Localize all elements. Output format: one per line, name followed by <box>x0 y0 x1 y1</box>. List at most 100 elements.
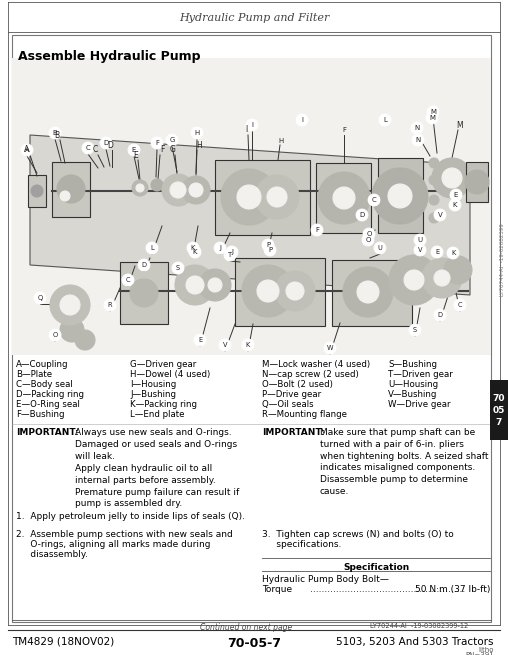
Circle shape <box>172 262 184 274</box>
Text: H: H <box>196 141 202 149</box>
Text: K—Packing ring: K—Packing ring <box>130 400 197 409</box>
Text: Make sure that pump shaft can be
turned with a pair of 6-in. pliers
when tighten: Make sure that pump shaft can be turned … <box>320 428 489 496</box>
Circle shape <box>357 281 379 303</box>
Text: IMPORTANT:: IMPORTANT: <box>16 428 79 437</box>
Circle shape <box>166 134 178 146</box>
Circle shape <box>187 242 199 254</box>
Circle shape <box>450 189 462 201</box>
Text: F: F <box>315 227 319 233</box>
Text: U: U <box>418 237 423 243</box>
Text: 7: 7 <box>496 418 502 427</box>
Circle shape <box>162 174 194 206</box>
Text: V—Bushing: V—Bushing <box>388 390 437 399</box>
Text: G—Driven gear: G—Driven gear <box>130 360 196 369</box>
Circle shape <box>199 269 231 301</box>
Circle shape <box>429 158 439 168</box>
Text: H—Dowel (4 used): H—Dowel (4 used) <box>130 370 210 379</box>
Circle shape <box>356 209 368 221</box>
Circle shape <box>104 299 116 311</box>
Circle shape <box>128 144 140 156</box>
Text: C: C <box>86 145 90 151</box>
Text: I: I <box>245 126 247 134</box>
Text: M: M <box>430 109 436 115</box>
Circle shape <box>362 234 374 246</box>
Text: D: D <box>107 141 113 149</box>
Text: E: E <box>454 192 458 198</box>
Text: M: M <box>429 115 435 121</box>
Circle shape <box>130 279 158 307</box>
Circle shape <box>255 175 299 219</box>
Text: K: K <box>451 250 455 256</box>
Bar <box>28 175 46 207</box>
Text: T—Driven gear: T—Driven gear <box>388 370 453 379</box>
Circle shape <box>412 134 424 146</box>
Circle shape <box>427 106 439 118</box>
Text: C—Body seal: C—Body seal <box>16 380 73 389</box>
Text: F: F <box>160 145 164 155</box>
Text: LY70244-AI  -19-03082399-12: LY70244-AI -19-03082399-12 <box>370 623 468 629</box>
Text: K: K <box>246 342 250 348</box>
Text: F—Bushing: F—Bushing <box>16 410 65 419</box>
Text: V: V <box>418 247 422 253</box>
Text: G: G <box>169 137 175 143</box>
Circle shape <box>208 278 222 292</box>
Text: specifications.: specifications. <box>262 540 341 549</box>
Circle shape <box>444 256 472 284</box>
Text: Hydraulic Pump and Filter: Hydraulic Pump and Filter <box>179 13 329 23</box>
Circle shape <box>379 114 391 126</box>
Circle shape <box>242 265 294 317</box>
Text: W: W <box>327 345 333 351</box>
Circle shape <box>132 180 148 196</box>
Text: E: E <box>134 151 138 160</box>
Text: LY70744-AI  -19-02082399: LY70744-AI -19-02082399 <box>500 223 505 296</box>
Text: Torque: Torque <box>262 585 292 594</box>
Text: F: F <box>342 127 346 133</box>
Circle shape <box>454 299 466 311</box>
Circle shape <box>447 247 459 259</box>
Circle shape <box>286 282 304 300</box>
Circle shape <box>151 137 163 149</box>
Bar <box>12 35 491 622</box>
Text: S—Bushing: S—Bushing <box>388 360 437 369</box>
Circle shape <box>186 276 204 294</box>
Circle shape <box>194 334 206 346</box>
Circle shape <box>57 175 85 203</box>
Circle shape <box>409 324 421 336</box>
Text: A: A <box>24 145 29 155</box>
Text: 50 N·m (37 lb-ft): 50 N·m (37 lb-ft) <box>415 585 490 594</box>
Text: K: K <box>190 245 195 251</box>
Text: D: D <box>142 262 146 268</box>
Circle shape <box>60 191 70 201</box>
Circle shape <box>226 246 238 258</box>
Circle shape <box>224 249 236 261</box>
Text: O—Bolt (2 used): O—Bolt (2 used) <box>262 380 333 389</box>
Text: litho: litho <box>479 647 494 653</box>
Text: Assemble Hydraulic Pump: Assemble Hydraulic Pump <box>18 50 201 63</box>
Text: N: N <box>415 125 420 131</box>
Circle shape <box>60 295 80 315</box>
Text: D: D <box>103 140 109 146</box>
Text: U: U <box>377 245 383 251</box>
Text: R: R <box>108 302 112 308</box>
Text: TM4829 (18NOV02): TM4829 (18NOV02) <box>12 637 114 647</box>
Text: E: E <box>435 249 439 255</box>
Text: Apply clean hydraulic oil to all
internal parts before assembly.
Premature pump : Apply clean hydraulic oil to all interna… <box>75 464 239 508</box>
Circle shape <box>333 187 355 209</box>
Circle shape <box>449 199 461 211</box>
Bar <box>235 258 325 326</box>
Circle shape <box>138 259 150 271</box>
Text: V: V <box>437 212 442 218</box>
Text: P—Drive gear: P—Drive gear <box>262 390 321 399</box>
Text: V: V <box>223 342 227 348</box>
Circle shape <box>368 194 380 206</box>
Circle shape <box>242 339 254 351</box>
Text: J—Bushing: J—Bushing <box>130 390 176 399</box>
Text: E: E <box>198 337 202 343</box>
Bar <box>120 262 168 324</box>
Text: Continued on next page: Continued on next page <box>200 623 292 632</box>
Text: F: F <box>155 140 159 146</box>
Text: P: P <box>266 242 270 248</box>
Text: J: J <box>231 249 233 255</box>
Circle shape <box>219 339 231 351</box>
Text: Always use new seals and O-rings.
Damaged or used seals and O-rings
will leak.: Always use new seals and O-rings. Damage… <box>75 428 237 460</box>
